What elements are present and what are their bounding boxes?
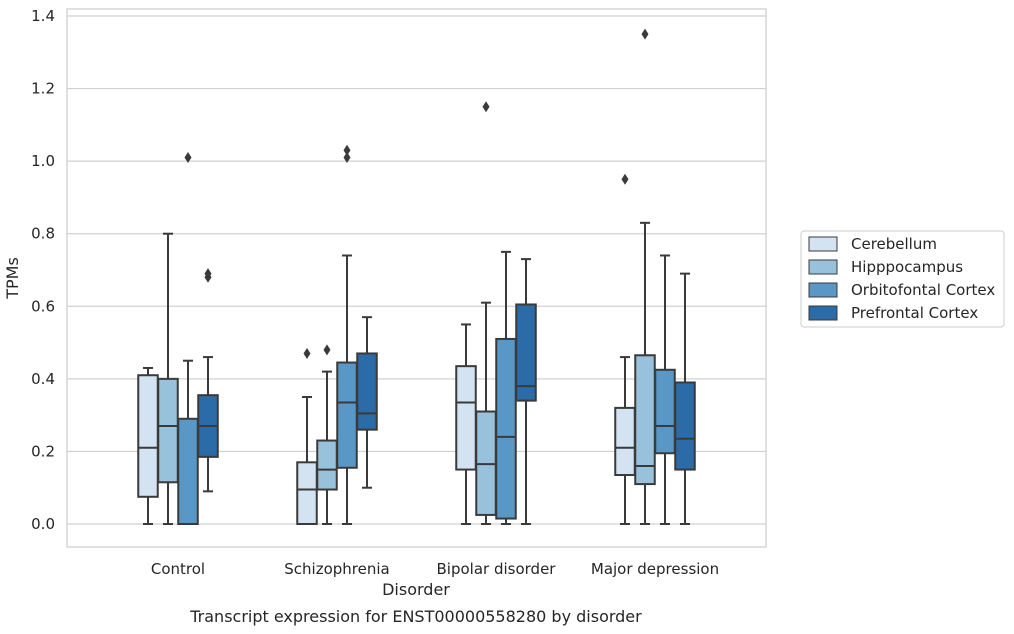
outlier-point	[204, 268, 212, 280]
y-tick-label: 0.0	[31, 515, 55, 533]
box	[495, 337, 517, 520]
outlier-point	[621, 173, 629, 185]
legend-label: Hipppocampus	[851, 258, 963, 276]
x-tick-label: Bipolar disorder	[437, 560, 557, 578]
box	[157, 377, 179, 484]
box	[316, 439, 338, 491]
outlier-point	[482, 101, 490, 113]
y-tick-label: 0.2	[31, 442, 55, 460]
x-axis-ticks: Control Schizophrenia Bipolar disorder Majo…	[151, 560, 719, 578]
outlier-point	[303, 347, 311, 359]
series-orbitofontal-cortex	[177, 144, 676, 525]
legend-frame	[800, 230, 1005, 328]
outlier-point	[641, 28, 649, 40]
legend-label: Orbitofontal Cortex	[851, 281, 995, 299]
legend-swatch	[808, 282, 838, 298]
y-tick-label: 0.8	[31, 225, 55, 243]
legend-swatch	[808, 236, 838, 252]
x-tick-label: Schizophrenia	[284, 560, 389, 578]
legend-label: Cerebellum	[851, 235, 937, 253]
legend-label: Prefrontal Cortex	[851, 304, 978, 322]
y-tick-label: 1.0	[31, 152, 55, 170]
x-tick-label: Major depression	[591, 560, 719, 578]
outlier-point	[343, 152, 351, 164]
box	[634, 354, 656, 486]
box	[177, 417, 199, 525]
series-prefrontal-cortex	[197, 258, 696, 525]
y-axis-ticks: 0.0 0.2 0.4 0.6 0.8 1.0 1.2 1.4	[31, 7, 55, 533]
series-hipppocampus	[157, 28, 656, 525]
box	[137, 374, 159, 498]
outlier-point	[343, 144, 351, 156]
box	[515, 303, 537, 402]
box-series	[137, 28, 696, 526]
box	[614, 406, 636, 477]
figure-caption: Transcript expression for ENST0000055828…	[189, 607, 642, 626]
legend-swatch	[808, 305, 838, 321]
y-tick-label: 0.6	[31, 297, 55, 315]
x-tick-label: Control	[151, 560, 205, 578]
plot-area	[66, 8, 767, 548]
series-cerebellum	[137, 173, 636, 526]
box	[296, 461, 318, 526]
box	[654, 368, 676, 455]
box	[455, 365, 477, 471]
box	[674, 381, 696, 471]
outlier-point	[323, 344, 331, 356]
x-axis-title: Disorder	[382, 580, 450, 599]
box	[336, 361, 358, 469]
y-tick-label: 1.4	[31, 7, 55, 25]
outlier-point	[184, 152, 192, 164]
y-tick-label: 0.4	[31, 370, 55, 388]
box	[356, 352, 378, 431]
y-axis-title: TPMs	[3, 257, 22, 300]
legend-swatch	[808, 259, 838, 275]
y-tick-label: 1.2	[31, 80, 55, 98]
legend: Cerebellum Hipppocampus Orbitofontal Corte…	[800, 230, 1005, 328]
